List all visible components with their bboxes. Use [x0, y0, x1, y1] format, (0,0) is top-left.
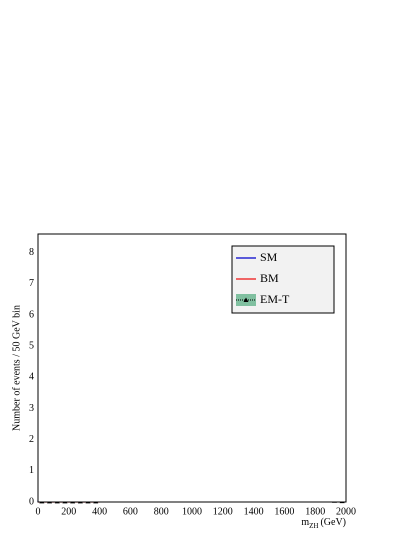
x-axis-label: mZH (GeV) — [301, 517, 346, 529]
legend-label: SM — [260, 250, 278, 264]
x-tick-label: 0 — [36, 506, 41, 517]
y-tick-label: 6 — [29, 309, 34, 320]
y-tick-label: 4 — [29, 372, 34, 383]
legend-marker — [243, 297, 249, 302]
x-label-unit: (GeV) — [320, 517, 346, 528]
x-label-main: m — [301, 517, 309, 528]
y-tick-label: 3 — [29, 403, 34, 414]
y-tick-label: 0 — [29, 496, 34, 507]
x-tick-label: 800 — [154, 506, 169, 517]
legend-label: EM-T — [260, 292, 290, 306]
x-tick-label: 1800 — [305, 506, 325, 517]
y-tick-label: 2 — [29, 434, 34, 445]
y-axis-label: Number of events / 50 GeV bin — [11, 305, 22, 431]
y-tick-label: 7 — [29, 278, 34, 289]
x-tick-label: 1200 — [213, 506, 233, 517]
y-tick-label: 5 — [29, 340, 34, 351]
y-tick-label: 8 — [29, 247, 34, 258]
y-tick-label: 1 — [29, 465, 34, 476]
legend-label: BM — [260, 271, 279, 285]
legend: SM BM EM-T — [231, 245, 335, 314]
x-tick-label: 2000 — [336, 506, 356, 517]
x-tick-label: 1000 — [182, 506, 202, 517]
x-tick-label: 600 — [123, 506, 138, 517]
x-tick-label: 1600 — [274, 506, 294, 517]
x-tick-label: 1400 — [244, 506, 264, 517]
x-tick-label: 400 — [92, 506, 107, 517]
x-tick-label: 200 — [61, 506, 76, 517]
x-label-sub: ZH — [309, 522, 318, 530]
